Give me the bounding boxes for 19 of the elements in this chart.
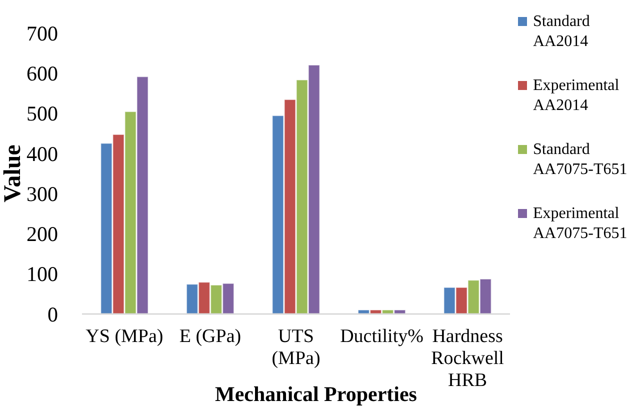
y-axis-title: Value [0,144,26,202]
y-tick-label: 100 [26,262,58,286]
y-tick-label: 200 [26,222,58,246]
x-tick-label: E (GPa) [179,326,242,347]
y-tick-label: 500 [26,102,58,126]
legend-label: Standard AA2014 [533,13,590,50]
legend-label: Experimental AA7075-T651 [533,205,628,242]
x-tick-label: UTS (MPa) [272,326,320,369]
x-axis-title: Mechanical Properties [215,382,417,406]
y-tick-label: 600 [26,61,58,86]
y-tick-label: 300 [26,182,58,206]
legend-label: Standard AA7075-T651 [533,141,628,178]
y-tick-label: 0 [48,302,58,326]
x-tick-label: Ductility% [340,326,424,347]
legend-label: Experimental AA2014 [533,77,620,114]
y-tick-label: 400 [26,142,58,166]
x-tick-label: Hardness Rockwell HRB [431,326,504,391]
x-tick-label: YS (MPa) [86,326,164,347]
y-tick-label: 700 [26,21,58,46]
